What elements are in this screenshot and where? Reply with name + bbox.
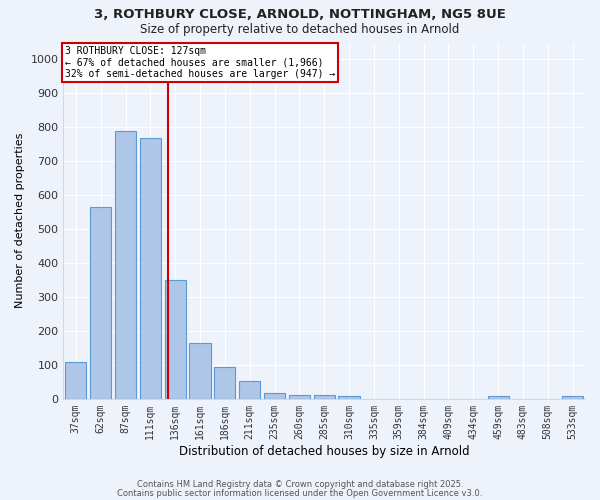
Bar <box>239 381 260 399</box>
Bar <box>90 207 111 399</box>
Bar <box>289 395 310 399</box>
Bar <box>214 366 235 399</box>
Text: Contains HM Land Registry data © Crown copyright and database right 2025.: Contains HM Land Registry data © Crown c… <box>137 480 463 489</box>
Bar <box>314 395 335 399</box>
Bar <box>140 138 161 399</box>
Bar <box>338 396 359 399</box>
Bar <box>488 396 509 399</box>
Text: Size of property relative to detached houses in Arnold: Size of property relative to detached ho… <box>140 22 460 36</box>
Text: 3, ROTHBURY CLOSE, ARNOLD, NOTTINGHAM, NG5 8UE: 3, ROTHBURY CLOSE, ARNOLD, NOTTINGHAM, N… <box>94 8 506 20</box>
Bar <box>115 130 136 399</box>
Text: Contains public sector information licensed under the Open Government Licence v3: Contains public sector information licen… <box>118 488 482 498</box>
Bar <box>190 343 211 399</box>
X-axis label: Distribution of detached houses by size in Arnold: Distribution of detached houses by size … <box>179 444 470 458</box>
Bar <box>164 280 186 399</box>
Text: 3 ROTHBURY CLOSE: 127sqm
← 67% of detached houses are smaller (1,966)
32% of sem: 3 ROTHBURY CLOSE: 127sqm ← 67% of detach… <box>65 46 335 79</box>
Bar <box>65 362 86 399</box>
Bar <box>562 396 583 399</box>
Bar <box>264 393 285 399</box>
Y-axis label: Number of detached properties: Number of detached properties <box>15 133 25 308</box>
